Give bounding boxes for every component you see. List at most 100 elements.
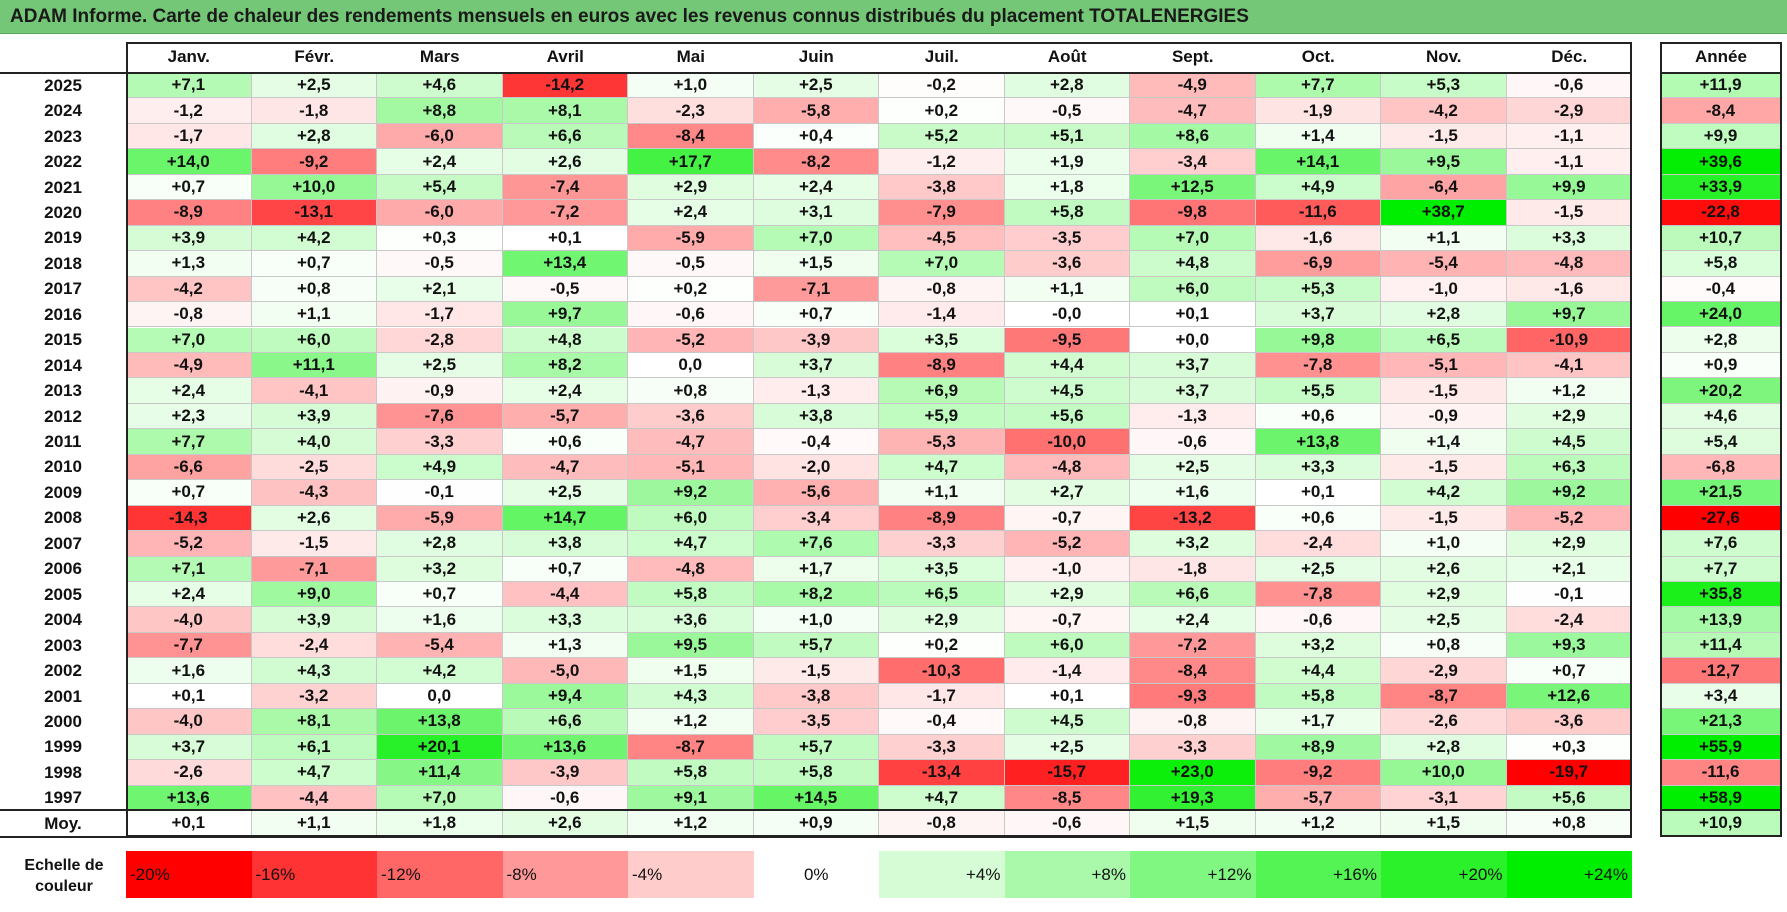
annual-cell: +7,6 (1660, 531, 1782, 557)
heatmap-cell: +7,0 (377, 785, 503, 812)
row-year-label: 2009 (44, 482, 82, 502)
column-header: Nov. (1425, 47, 1462, 66)
heatmap-cell: +2,5 (502, 480, 628, 506)
heatmap-cell: +7,0 (1130, 225, 1256, 252)
heatmap-cell: +2,4 (126, 378, 252, 404)
heatmap-cell: +3,7 (1255, 302, 1381, 328)
heatmap-cell: -13,2 (1130, 505, 1256, 532)
heatmap-cell: +0,7 (126, 480, 252, 506)
heatmap-cell: +4,7 (879, 454, 1005, 481)
heatmap-cell: +2,5 (1255, 556, 1381, 582)
heatmap-cell: -3,6 (1506, 709, 1632, 735)
heatmap-cell: -9,2 (1255, 760, 1381, 786)
heatmap-cell: -2,9 (1381, 658, 1507, 684)
heatmap-cell: +1,3 (502, 632, 628, 659)
heatmap-cell: +8,9 (1255, 734, 1381, 761)
heatmap-cell: -1,4 (879, 302, 1005, 328)
heatmap-cell: -1,0 (1004, 556, 1130, 582)
heatmap-cell: -2,3 (628, 98, 754, 124)
average-cell: +0,9 (753, 810, 879, 837)
chart-title: ADAM Informe. Carte de chaleur des rende… (0, 0, 1787, 34)
heatmap-cell: -1,2 (126, 98, 252, 124)
heatmap-cell: +6,0 (1004, 632, 1130, 659)
heatmap-cell: +5,8 (753, 760, 879, 786)
heatmap-cell: +13,6 (126, 785, 252, 812)
column-header: Août (1047, 47, 1087, 66)
color-scale-label-line2: couleur (35, 878, 93, 895)
heatmap-cell: +1,1 (1004, 276, 1130, 303)
row-year-label: 2022 (44, 152, 82, 172)
heatmap-cell: -4,9 (1130, 73, 1256, 99)
average-annual-cell: +10,9 (1660, 810, 1782, 837)
column-header: Avril (546, 47, 584, 66)
heatmap-cell: -3,3 (1130, 734, 1256, 761)
heatmap-cell: +4,8 (502, 327, 628, 353)
heatmap-cell: +8,2 (502, 352, 628, 379)
annual-separator-line (1660, 809, 1782, 811)
heatmap-cell: +1,5 (628, 658, 754, 684)
heatmap-cell: -1,5 (1381, 123, 1507, 150)
heatmap-cell: +0,2 (628, 276, 754, 303)
heatmap-cell: -5,1 (1381, 352, 1507, 379)
heatmap-cell: +4,5 (1004, 378, 1130, 404)
heatmap-cell: -0,4 (753, 429, 879, 455)
heatmap-cell: +9,0 (251, 582, 377, 608)
heatmap-cell: -0,6 (1255, 607, 1381, 633)
annual-cell: +21,5 (1660, 480, 1782, 506)
heatmap-cell: -4,3 (251, 480, 377, 506)
heatmap-cell: +3,9 (251, 607, 377, 633)
heatmap-cell: -3,3 (879, 734, 1005, 761)
row-year-label: 2011 (44, 432, 82, 452)
row-year-label: 2008 (44, 508, 82, 528)
heatmap-cell: +7,0 (126, 327, 252, 353)
heatmap-cell: +8,6 (1130, 123, 1256, 150)
heatmap-cell: -7,7 (126, 632, 252, 659)
heatmap-cell: -5,4 (377, 632, 503, 659)
column-header: Oct. (1301, 47, 1335, 66)
heatmap-cell: -3,1 (1381, 785, 1507, 812)
heatmap-cell: +6,1 (251, 734, 377, 761)
heatmap-cell: +1,3 (126, 251, 252, 277)
heatmap-cell: +6,0 (251, 327, 377, 353)
column-header: Mars (419, 47, 460, 66)
heatmap-cell: +2,4 (628, 200, 754, 226)
heatmap-cell: -1,9 (1255, 98, 1381, 124)
heatmap-cell: -0,5 (628, 251, 754, 277)
annual-cell: +58,9 (1660, 785, 1782, 812)
heatmap-cell: +4,2 (377, 658, 503, 684)
heatmap-cell: +3,8 (502, 531, 628, 557)
heatmap-cell: +4,3 (251, 658, 377, 684)
row-year-label: 2003 (44, 635, 82, 655)
row-year-label: 2016 (44, 304, 82, 324)
heatmap-cell: +6,9 (879, 378, 1005, 404)
heatmap-cell: +1,6 (126, 658, 252, 684)
heatmap-cell: +3,9 (251, 403, 377, 430)
column-header: Juin (798, 47, 834, 66)
color-scale-swatch: +16% (1255, 851, 1381, 898)
annual-cell: +9,9 (1660, 123, 1782, 150)
heatmap-cell: -4,2 (126, 276, 252, 303)
heatmap-cell: -2,9 (1506, 98, 1632, 124)
heatmap-cell: -5,4 (1381, 251, 1507, 277)
color-scale-label-line1: Echelle de (24, 857, 104, 874)
heatmap-cell: -5,2 (628, 327, 754, 353)
heatmap-cell: +23,0 (1130, 760, 1256, 786)
heatmap-cell: -8,9 (879, 505, 1005, 532)
heatmap-cell: -2,0 (753, 454, 879, 481)
average-cell: -0,8 (879, 810, 1005, 837)
heatmap-cell: +4,2 (251, 225, 377, 252)
average-cell: +1,5 (1381, 810, 1507, 837)
heatmap-cell: +9,7 (1506, 302, 1632, 328)
separator-line (0, 836, 1632, 838)
heatmap-cell: +4,4 (1255, 658, 1381, 684)
heatmap-cell: +3,2 (1130, 531, 1256, 557)
heatmap-cell: -10,0 (1004, 429, 1130, 455)
row-year-label: 2013 (44, 381, 82, 401)
heatmap-cell: +12,6 (1506, 683, 1632, 710)
heatmap-cell: +1,0 (1381, 531, 1507, 557)
heatmap-cell: +20,1 (377, 734, 503, 761)
heatmap-cell: +4,7 (879, 785, 1005, 812)
color-scale-swatch: +8% (1004, 851, 1130, 898)
column-header: Sept. (1171, 47, 1214, 66)
heatmap-cell: -1,5 (753, 658, 879, 684)
